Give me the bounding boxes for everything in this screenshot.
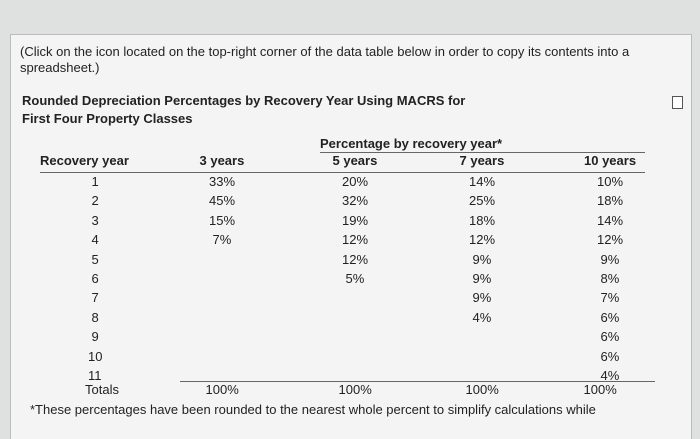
table-title: Rounded Depreciation Percentages by Reco…	[22, 93, 466, 108]
cell: 32%	[342, 193, 369, 209]
row-label: 7	[91, 290, 99, 306]
cell: 45%	[209, 193, 236, 209]
total-cell: 100%	[583, 382, 617, 397]
group-header: Percentage by recovery year*	[320, 136, 503, 151]
cell: 9%	[472, 271, 492, 286]
cell: 6%	[600, 348, 620, 364]
column-header: 3 years	[199, 153, 245, 168]
cell: 9%	[472, 251, 492, 267]
totals-label: Totals	[85, 382, 119, 397]
column-header: 5 years	[332, 153, 378, 168]
cell: 20%	[342, 174, 369, 189]
cell: 18%	[469, 212, 496, 228]
cell: 8%	[600, 271, 620, 286]
cell: 12%	[342, 251, 369, 267]
cell: 9%	[472, 290, 492, 306]
note: (Click on the icon located on the top-ri…	[20, 44, 630, 75]
cell: 9%	[600, 251, 620, 267]
cell: 14%	[597, 212, 624, 228]
total-cell: 100%	[338, 382, 372, 397]
copy-icon[interactable]	[672, 96, 683, 109]
header-rule	[320, 152, 645, 153]
cell: 33%	[209, 174, 236, 189]
row-label: 9	[91, 329, 99, 345]
cell: 25%	[469, 193, 496, 209]
row-label: 2	[91, 193, 99, 209]
row-label: 11	[88, 368, 102, 383]
cell: 6%	[600, 309, 620, 325]
row-label: 1	[91, 174, 99, 189]
row-label: 6	[91, 271, 99, 286]
table-title: First Four Property Classes	[22, 111, 193, 126]
cell: 7%	[212, 232, 232, 248]
cell: 4%	[600, 368, 620, 383]
row-label: 5	[91, 251, 99, 267]
cell: 12%	[597, 232, 624, 248]
header-rule	[40, 172, 645, 173]
cell: 10%	[597, 174, 624, 189]
cell: 12%	[342, 232, 369, 248]
row-label: 4	[91, 232, 99, 248]
total-cell: 100%	[205, 382, 239, 397]
row-label: 3	[91, 212, 99, 228]
content-box	[10, 34, 692, 439]
cell: 12%	[469, 232, 496, 248]
cell: 7%	[600, 290, 620, 306]
footnote: *These percentages have been rounded to …	[30, 402, 596, 417]
column-header: 7 years	[459, 153, 505, 168]
cell: 14%	[469, 174, 496, 189]
cell: 18%	[597, 193, 624, 209]
cell: 6%	[600, 329, 620, 345]
cell: 15%	[209, 212, 236, 228]
total-cell: 100%	[465, 382, 499, 397]
cell: 4%	[472, 309, 492, 325]
row-label: 8	[91, 309, 99, 325]
cell: 5%	[345, 271, 365, 286]
column-header: Recovery year	[40, 153, 129, 168]
totals-rule	[180, 381, 655, 382]
row-label: 10	[88, 348, 103, 364]
cell: 19%	[342, 212, 369, 228]
column-header: 10 years	[584, 153, 637, 168]
